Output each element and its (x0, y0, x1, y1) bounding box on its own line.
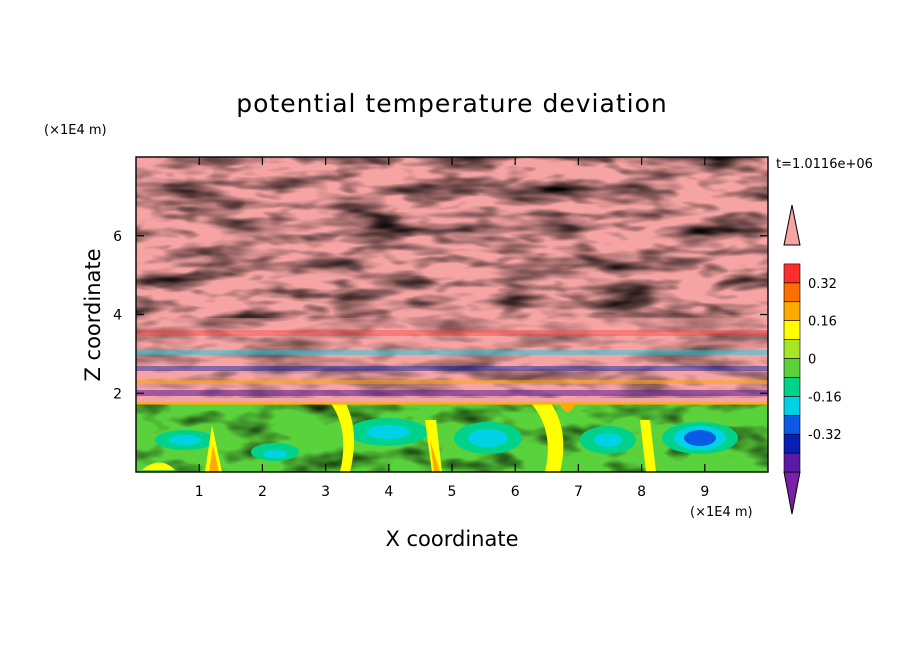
x-tick-label: 2 (258, 484, 267, 500)
colorbar-band (783, 452, 801, 473)
x-tick-label: 7 (574, 484, 583, 500)
z-unit-label: (×1E4 m) (44, 123, 107, 138)
colorbar-band (783, 377, 801, 397)
y-axis-label: Z coordinate (81, 248, 105, 381)
x-tick-label: 9 (700, 484, 709, 500)
y-ticks: 2 4 6 (113, 229, 768, 402)
x-unit-label: (×1E4 m) (690, 505, 753, 520)
x-tick-label: 6 (511, 484, 520, 500)
x-axis-label: X coordinate (385, 527, 518, 551)
y-tick-label: 4 (113, 308, 122, 324)
colorbar-band (783, 282, 801, 303)
colorbar-band (783, 301, 801, 321)
x-ticks: 1 2 3 4 5 6 7 8 9 (195, 157, 709, 500)
pink-patches (136, 157, 768, 402)
x-tick-label: 5 (448, 484, 457, 500)
y-tick-label: 2 (113, 386, 122, 402)
mixed-layer-features (142, 402, 738, 472)
colorbar-label: 0.32 (808, 277, 837, 292)
colorbar-band (783, 358, 801, 378)
colorbar-band (783, 396, 801, 416)
y-tick-label: 6 (113, 229, 122, 245)
colorbar-band (783, 263, 801, 284)
colorbar-label: -0.32 (808, 428, 842, 443)
colorbar: 0.32 0.16 0 -0.16 -0.32 (783, 204, 842, 515)
time-label: t=1.0116e+06 (776, 157, 873, 172)
x-tick-label: 4 (384, 484, 393, 500)
colorbar-extend-high (783, 204, 801, 246)
x-tick-label: 1 (195, 484, 204, 500)
x-tick-label: 3 (321, 484, 330, 500)
colorbar-extend-low (783, 471, 801, 515)
colorbar-band (783, 320, 801, 340)
transition-layer (136, 318, 768, 402)
plot-field (136, 157, 768, 472)
colorbar-band (783, 414, 801, 435)
x-tick-label: 8 (637, 484, 646, 500)
colorbar-label: -0.16 (808, 390, 842, 405)
colorbar-label: 0 (808, 353, 816, 368)
colorbar-band (783, 433, 801, 454)
colorbar-label: 0.16 (808, 315, 837, 330)
chart-title: potential temperature deviation (236, 89, 667, 118)
colorbar-band (783, 339, 801, 359)
